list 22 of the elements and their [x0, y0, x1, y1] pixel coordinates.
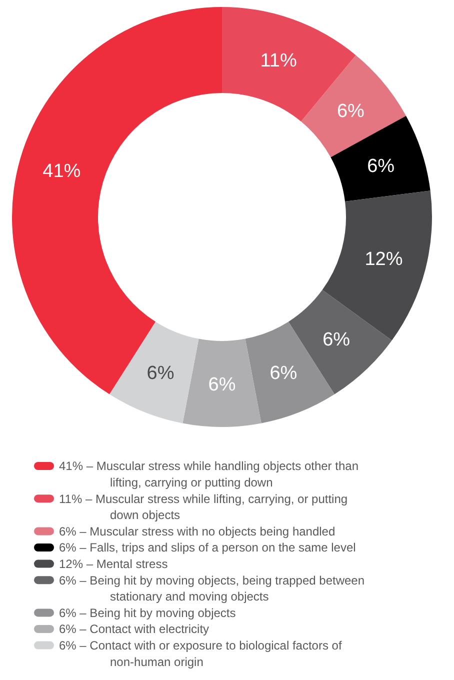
data-label: 6%	[208, 374, 236, 396]
data-label: 6%	[270, 362, 298, 384]
data-label: 41%	[42, 161, 81, 182]
data-label: 6%	[322, 329, 350, 350]
legend-label: 6% – Muscular stress with no objects being handled	[59, 524, 336, 538]
data-label: 11%	[260, 50, 297, 72]
legend-label: 6% – Being hit by moving objects	[59, 606, 236, 620]
legend-label: 12% – Mental stress	[59, 557, 168, 571]
donut-slice	[182, 338, 262, 427]
donut-slice	[109, 322, 199, 424]
legend-label: 6% – Contact with or exposure to biological factors of non-human origin	[59, 638, 342, 669]
legend-label: 6% – Falls, trips and slips of a person on the same level	[59, 540, 356, 555]
data-label: 6%	[336, 101, 365, 122]
legend-label: 6% – Being hit by moving objects, being trapped between stationary and moving objects	[59, 573, 365, 604]
legend-label: 11% – Muscular stress while lifting, carrying, or putting down objects	[59, 492, 348, 522]
data-label: 6%	[146, 362, 174, 384]
donut-slice	[301, 55, 406, 158]
donut-slice	[330, 116, 430, 202]
legend-label: 6% – Contact with electricity	[59, 622, 210, 636]
legend-label: 41% – Muscular stress while handling objects other than lifting, carrying or putting down	[59, 459, 358, 490]
data-label: 12%	[364, 249, 403, 270]
data-label: 6%	[367, 156, 395, 178]
